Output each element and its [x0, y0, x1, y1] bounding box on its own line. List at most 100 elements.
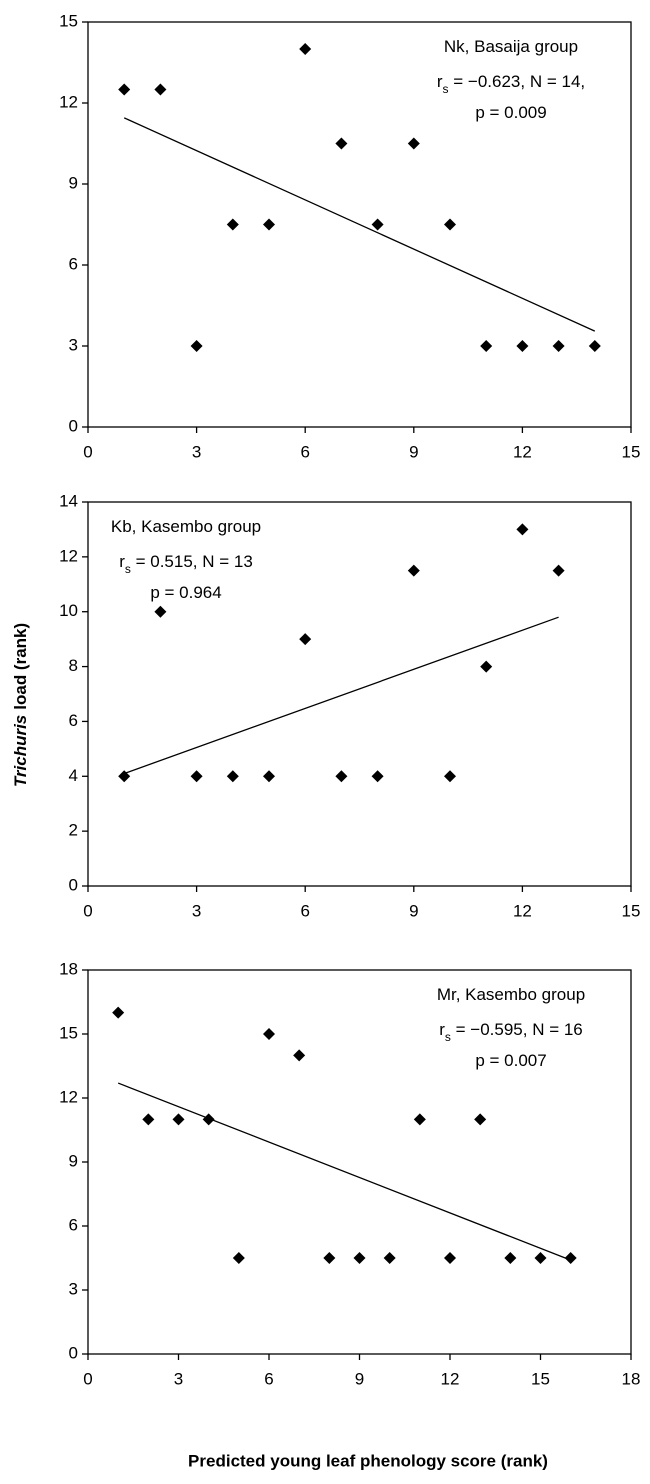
point: [263, 770, 275, 783]
plot-frame: [87, 501, 632, 887]
y-axis-title-rest: load (rank): [11, 623, 30, 710]
x-tick-label: 18: [622, 1369, 641, 1388]
x-tick-label: 12: [513, 442, 532, 461]
x-tick-label: 15: [531, 1369, 550, 1388]
x-tick-label: 9: [409, 442, 418, 461]
point: [299, 43, 312, 55]
annotation: Mr, Kasembo group: [437, 985, 585, 1004]
point: [226, 218, 239, 231]
y-tick-label: 0: [69, 416, 78, 435]
point: [263, 218, 275, 231]
point: [564, 1252, 577, 1264]
point: [534, 1252, 547, 1264]
point: [172, 1113, 185, 1126]
point: [154, 605, 167, 618]
x-tick-label: 9: [355, 1369, 364, 1388]
trend-line: [123, 117, 596, 332]
y-tick-label: 6: [69, 711, 78, 730]
trend-line: [117, 1082, 571, 1261]
annotation-text: r: [437, 72, 443, 91]
annotation-text: p = 0.007: [475, 1051, 546, 1070]
x-tick-label: 3: [192, 442, 201, 461]
point: [154, 83, 167, 96]
point: [504, 1252, 517, 1264]
point: [407, 137, 420, 150]
x-tick-label: 0: [83, 442, 92, 461]
point: [444, 1252, 456, 1264]
point: [293, 1049, 306, 1062]
point: [202, 1113, 215, 1126]
point: [407, 564, 420, 577]
annotation-text: r: [119, 552, 125, 571]
annotation-text: p = 0.964: [150, 583, 221, 602]
x-tick-label: 6: [300, 442, 309, 461]
y-tick-label: 12: [59, 546, 78, 565]
x-tick-label: 12: [441, 1369, 460, 1388]
point: [263, 1028, 275, 1040]
x-tick-label: 0: [83, 1369, 92, 1388]
y-tick-label: 0: [69, 875, 78, 894]
annotation: Kb, Kasembo group: [111, 517, 261, 536]
point: [480, 340, 493, 352]
point: [516, 523, 529, 536]
point: [335, 770, 348, 783]
annotation-text: Mr, Kasembo group: [437, 985, 585, 1004]
point: [190, 340, 203, 352]
plot-frame: [87, 21, 632, 428]
x-tick-label: 6: [300, 901, 309, 920]
x-tick-label: 3: [174, 1369, 183, 1388]
y-tick-label: 18: [59, 959, 78, 978]
point: [299, 633, 312, 646]
y-tick-label: 3: [69, 1279, 78, 1298]
y-tick-label: 10: [59, 601, 78, 620]
y-tick-label: 6: [69, 1215, 78, 1234]
point: [323, 1252, 336, 1264]
x-tick-label: 6: [264, 1369, 273, 1388]
y-axis-title: Trichuris load (rank): [11, 623, 30, 787]
y-tick-label: 14: [59, 491, 78, 510]
point: [118, 770, 131, 783]
x-tick-label: 0: [83, 901, 92, 920]
point: [226, 770, 239, 783]
point: [474, 1113, 487, 1126]
y-tick-label: 6: [69, 254, 78, 273]
y-axis-title-italic: Trichuris: [11, 715, 30, 787]
y-tick-label: 12: [59, 92, 78, 111]
y-tick-label: 4: [69, 766, 78, 785]
x-tick-label: 9: [409, 901, 418, 920]
annotation: p = 0.007: [475, 1051, 546, 1070]
point: [552, 564, 565, 577]
point: [353, 1252, 366, 1264]
point: [444, 770, 456, 783]
annotation-text: = 0.515, N = 13: [131, 552, 253, 571]
y-tick-label: 9: [69, 173, 78, 192]
point: [371, 770, 384, 783]
annotation-text: = −0.595, N = 16: [451, 1020, 583, 1039]
x-axis-title: Predicted young leaf phenology score (ra…: [188, 1451, 548, 1470]
y-tick-label: 15: [59, 1023, 78, 1042]
point: [335, 137, 348, 150]
annotation: p = 0.009: [475, 103, 546, 122]
point: [444, 218, 456, 231]
y-tick-label: 0: [69, 1343, 78, 1362]
annotation-text: r: [439, 1020, 445, 1039]
trend-line: [123, 616, 559, 775]
annotation-text: Kb, Kasembo group: [111, 517, 261, 536]
annotation: rs = −0.623, N = 14,: [437, 72, 585, 96]
y-tick-label: 2: [69, 821, 78, 840]
point: [413, 1113, 426, 1126]
annotation-text: p = 0.009: [475, 103, 546, 122]
x-tick-label: 15: [622, 901, 641, 920]
y-tick-label: 12: [59, 1087, 78, 1106]
point: [588, 340, 601, 352]
x-tick-label: 3: [192, 901, 201, 920]
point: [142, 1113, 155, 1126]
annotation: rs = 0.515, N = 13: [119, 552, 253, 576]
annotation-text: Nk, Basaija group: [444, 37, 578, 56]
point: [552, 340, 565, 352]
point: [371, 218, 384, 231]
y-tick-label: 15: [59, 11, 78, 30]
y-tick-label: 3: [69, 335, 78, 354]
point: [480, 660, 493, 673]
